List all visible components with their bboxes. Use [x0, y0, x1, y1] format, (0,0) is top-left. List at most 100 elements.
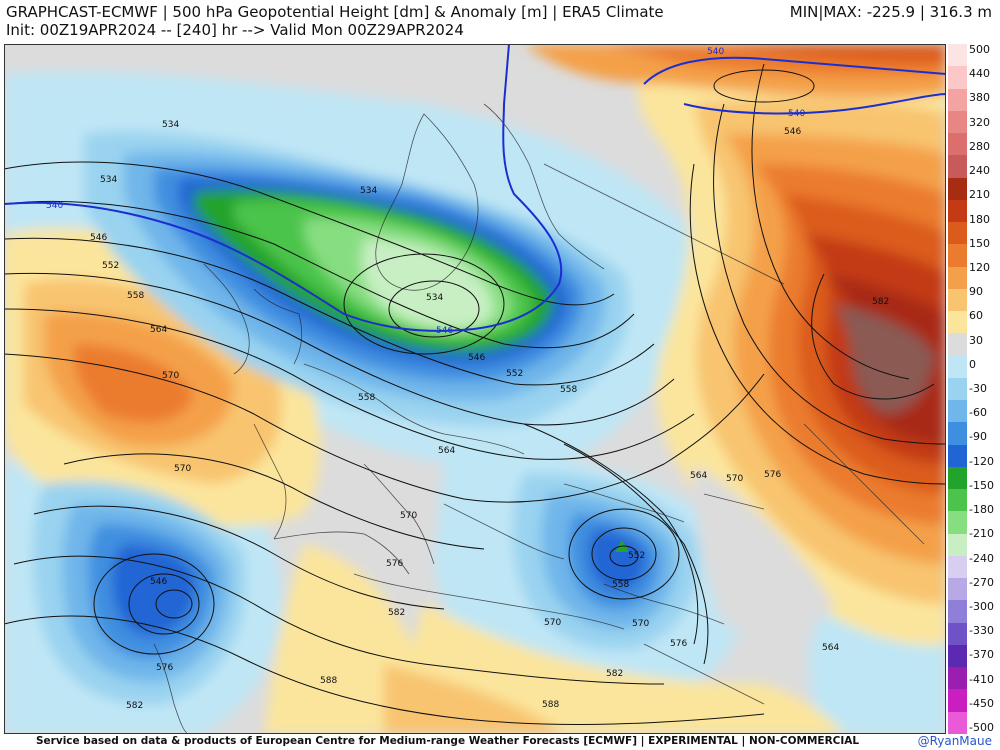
contour-label: 582: [872, 297, 889, 307]
contour-label: 540: [707, 47, 724, 57]
contour-label: 552: [102, 261, 119, 271]
contour-label: 534: [360, 186, 377, 196]
colorbar-tick-label: -370: [969, 648, 994, 662]
colorbar-tick-label: -180: [969, 503, 994, 517]
colorbar-swatch: [948, 489, 967, 512]
contour-label: 546: [436, 326, 453, 336]
colorbar-swatch: [948, 288, 967, 312]
colorbar-tick-label: -30: [969, 382, 987, 395]
contour-label: 588: [542, 700, 559, 710]
author-credit: @RyanMaue: [917, 734, 992, 748]
colorbar-tick-label: 210: [969, 188, 990, 202]
colorbar-tick-label: 240: [969, 164, 990, 178]
anomaly-colorbar: 500 440 380 320 280 240 210 180 150 120 90 60 30 0 -30…: [948, 43, 1000, 735]
colorbar-swatch: [948, 266, 967, 290]
colorbar-tick-label: -500: [969, 721, 994, 734]
contour-label: 534: [100, 175, 117, 185]
colorbar-swatch: [948, 110, 967, 134]
footer-disclaimer: Service based on data & products of Euro…: [36, 735, 860, 747]
colorbar-tick-label: 280: [969, 139, 990, 153]
contour-label: 540: [788, 109, 805, 119]
contour-label: 576: [670, 639, 687, 649]
contour-label: 546: [90, 233, 107, 243]
colorbar-swatch: [948, 711, 967, 735]
colorbar-swatch: [948, 199, 967, 223]
contour-label: 570: [632, 619, 649, 629]
contour-label: 534: [426, 293, 443, 303]
colorbar-swatch: [948, 644, 967, 668]
contour-label: 558: [358, 393, 375, 403]
header: GRAPHCAST-ECMWF | 500 hPa Geopotential H…: [0, 0, 1000, 44]
colorbar-tick-label: -300: [969, 599, 994, 613]
coastlines: [153, 103, 925, 734]
colorbar-swatch: [948, 689, 967, 713]
colorbar-tick-label: -150: [969, 478, 994, 492]
contour-label: 564: [150, 325, 167, 335]
colorbar-tick-label: 150: [969, 236, 990, 250]
colorbar-tick-label: -410: [969, 672, 994, 686]
contour-label: 570: [726, 474, 743, 484]
contour-label: 582: [126, 701, 143, 711]
contour-label: 576: [764, 470, 781, 480]
colorbar-tick-label: -240: [969, 551, 994, 565]
contour-label: 564: [438, 446, 455, 456]
colorbar-swatch: [948, 667, 967, 690]
colorbar-tick-label: -330: [969, 624, 994, 638]
contour-540: [4, 44, 946, 332]
contour-label: 546: [150, 577, 167, 587]
colorbar-swatch: [948, 311, 967, 334]
colorbar-tick-label: -120: [969, 454, 994, 468]
colorbar-tick-label: 180: [969, 212, 990, 226]
contour-label: 546: [784, 127, 801, 137]
colorbar-tick-label: -450: [969, 696, 994, 710]
colorbar-swatch: [948, 555, 967, 579]
colorbar-swatch: [948, 466, 967, 490]
colorbar-tick-label: 500: [969, 43, 990, 56]
contour-label: 558: [127, 291, 144, 301]
contour-label: 564: [822, 643, 839, 653]
map-frame: [4, 44, 946, 734]
colorbar-swatch: [948, 155, 967, 179]
colorbar-swatch: [948, 377, 967, 401]
colorbar-swatch: [948, 400, 967, 423]
colorbar-tick-label: 380: [969, 91, 990, 105]
colorbar-swatch: [948, 444, 967, 468]
colorbar-tick-label: 60: [969, 309, 983, 323]
colorbar-swatch: [948, 355, 967, 379]
colorbar-swatch: [948, 511, 967, 535]
colorbar-swatch: [948, 177, 967, 201]
colorbar-tick-label: 320: [969, 115, 990, 129]
anomaly-map: 534 534 540 540 540 546 546 546 546 552 …: [4, 44, 946, 734]
colorbar-tick-label: 120: [969, 260, 990, 274]
contour-label: 576: [156, 663, 173, 673]
colorbar-swatch: [948, 600, 967, 624]
contour-label: 552: [506, 369, 523, 379]
contour-label: 582: [388, 608, 405, 618]
contour-labels: 534 534 540 540 540 546 546 546 546 552 …: [46, 47, 889, 711]
colorbar-swatch: [948, 222, 967, 245]
colorbar-tick-label: 440: [969, 67, 990, 81]
colorbar-swatch: [948, 333, 967, 357]
colorbar-swatch: [948, 422, 967, 446]
colorbar-swatch: [948, 133, 967, 156]
contour-label: 582: [606, 669, 623, 679]
colorbar-swatch: [948, 66, 967, 89]
colorbar-swatch: [948, 533, 967, 557]
contour-label: 552: [628, 551, 645, 561]
colorbar-tick-label: 90: [969, 285, 983, 299]
contour-label: 570: [174, 464, 191, 474]
colorbar-tick-label: -210: [969, 527, 994, 541]
colorbar-tick-label: 0: [969, 357, 976, 371]
map-title: GRAPHCAST-ECMWF | 500 hPa Geopotential H…: [6, 3, 664, 21]
colorbar-swatch: [948, 88, 967, 112]
contour-label: 540: [46, 201, 63, 211]
colorbar-tick-label: -90: [969, 430, 987, 444]
contour-label: 558: [560, 385, 577, 395]
contour-label: 570: [162, 371, 179, 381]
contour-label: 576: [386, 559, 403, 569]
colorbar-swatch: [948, 244, 967, 268]
colorbar-tick-label: 30: [969, 333, 983, 347]
colorbar-tick-label: -270: [969, 575, 994, 589]
contour-label: 570: [400, 511, 417, 521]
contour-label: 588: [320, 676, 337, 686]
